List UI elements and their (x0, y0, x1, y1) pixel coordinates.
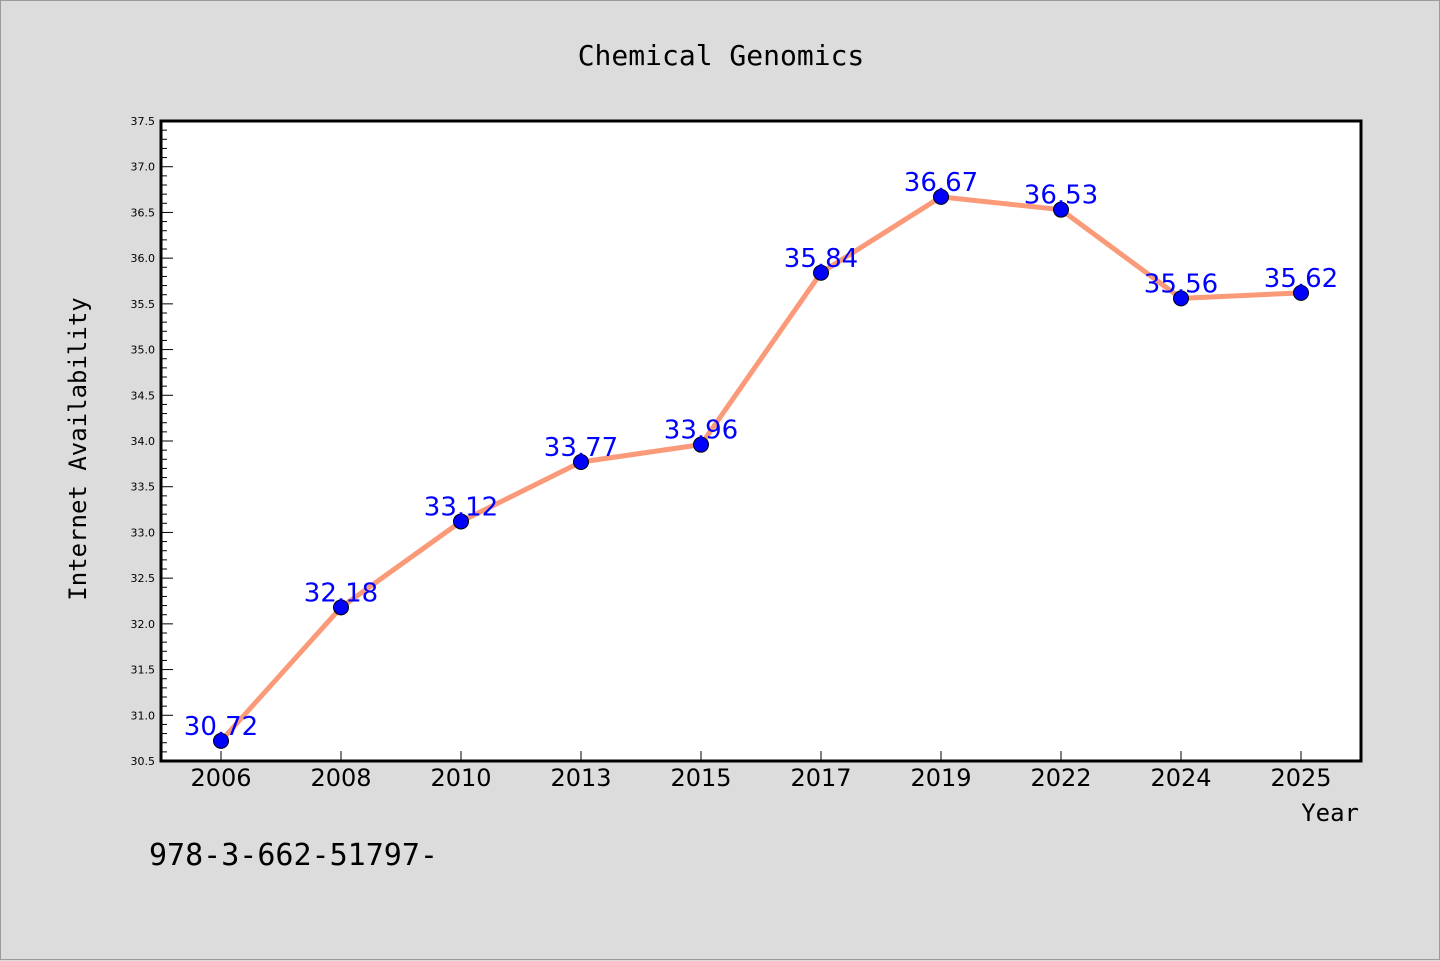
x-tick-label: 2013 (550, 764, 611, 792)
data-label: 33.12 (424, 492, 498, 522)
y-axis-ticks: 30.5 31.0 31.5 32.0 32.5 33.0 33.5 34.0 34.5 35.0… (131, 115, 173, 768)
data-point (933, 188, 949, 205)
data-point (1053, 201, 1069, 218)
footer-code: 978-3-662-51797- (149, 838, 438, 873)
y-tick-label: 33.5 (131, 481, 156, 494)
y-tick-label: 32.5 (131, 572, 156, 585)
y-tick-label: 31.0 (131, 709, 156, 722)
x-axis-ticks: 2006 2008 2010 2013 2015 2017 2019 2022 2024 2025 (190, 751, 1332, 792)
x-tick-label: 2024 (1150, 764, 1211, 792)
y-tick-label: 35.0 (131, 344, 156, 357)
data-label: 35.56 (1144, 269, 1218, 299)
data-point (213, 732, 229, 749)
data-label: 35.62 (1264, 264, 1338, 294)
x-tick-label: 2022 (1030, 764, 1091, 792)
data-label: 32.18 (304, 578, 378, 608)
y-tick-label: 36.0 (131, 252, 156, 265)
data-label: 36.53 (1024, 181, 1098, 211)
data-label: 35.84 (784, 244, 858, 274)
y-tick-label: 30.5 (131, 755, 156, 768)
x-tick-label: 2010 (430, 764, 491, 792)
data-point (813, 264, 829, 281)
chart-title: Chemical Genomics (578, 39, 865, 72)
data-point (573, 454, 589, 471)
y-tick-label: 37.5 (131, 115, 156, 128)
x-tick-label: 2008 (310, 764, 371, 792)
y-tick-label: 34.0 (131, 435, 156, 448)
y-tick-label: 37.0 (131, 161, 156, 174)
y-axis-label: Internet Availability (64, 297, 92, 600)
series-line (219, 194, 1302, 743)
x-tick-label: 2019 (910, 764, 971, 792)
data-point (693, 436, 709, 453)
data-label: 30.72 (184, 712, 258, 742)
x-tick-label: 2015 (670, 764, 731, 792)
data-point (1293, 284, 1309, 301)
data-label: 33.77 (544, 433, 618, 463)
y-tick-label: 35.5 (131, 298, 156, 311)
y-tick-label: 36.5 (131, 206, 156, 219)
x-tick-label: 2017 (790, 764, 851, 792)
data-labels: 30.72 32.18 33.12 33.77 33.96 35.84 36.67 36.53… (184, 168, 1338, 742)
x-tick-label: 2006 (190, 764, 251, 792)
data-label: 36.67 (904, 168, 978, 198)
data-markers (213, 188, 1309, 749)
x-axis-label: Year (1301, 799, 1359, 827)
y-tick-label: 34.5 (131, 389, 156, 402)
y-tick-label: 31.5 (131, 664, 156, 677)
plot-frame (159, 119, 1363, 763)
data-point (333, 599, 349, 616)
data-label: 33.96 (664, 416, 738, 446)
x-tick-label: 2025 (1270, 764, 1331, 792)
y-tick-label: 32.0 (131, 618, 156, 631)
data-point (453, 513, 469, 530)
plot-area (161, 121, 1361, 761)
data-point (1173, 290, 1189, 307)
y-tick-label: 33.0 (131, 526, 156, 539)
